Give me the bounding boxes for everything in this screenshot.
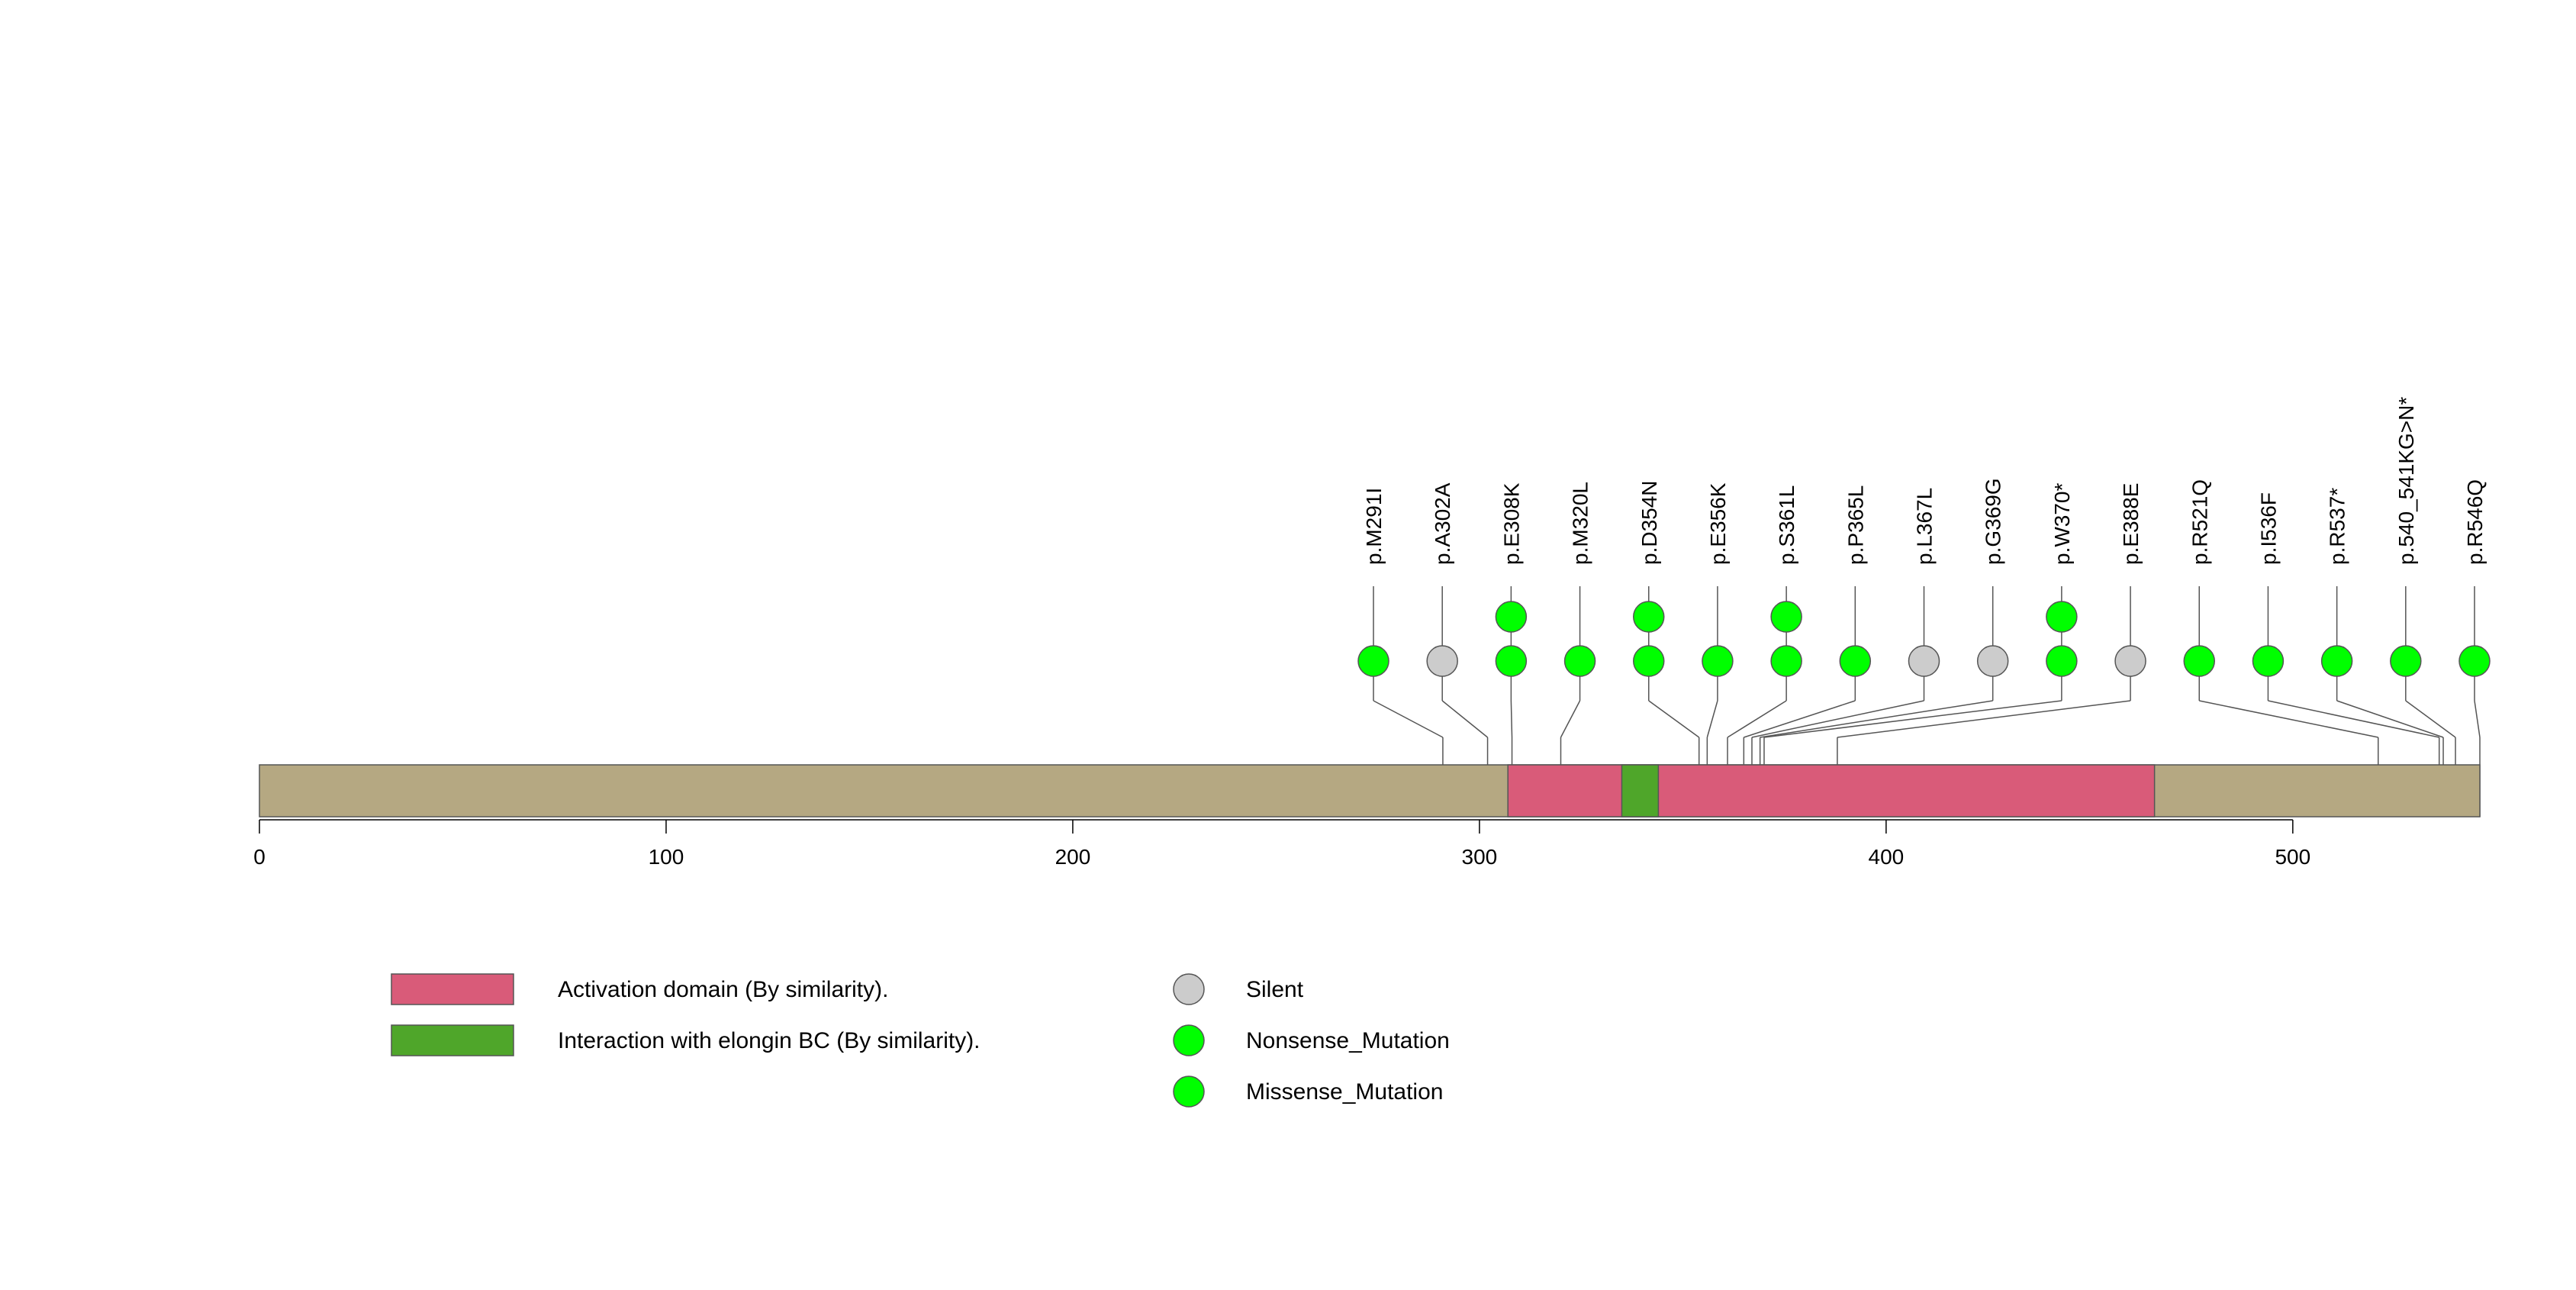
mutation-point-2-0 <box>1495 645 1528 677</box>
mutation-point-5-0 <box>1702 645 1734 677</box>
x-tick-label-2: 200 <box>1055 845 1091 869</box>
connector-diagonal-3 <box>1560 700 1581 738</box>
x-tick-label-1: 100 <box>649 845 684 869</box>
mutation-label-1: p.A302A <box>1431 482 1454 565</box>
legend-domain-label-1: Interaction with elongin BC (By similari… <box>558 1028 980 1053</box>
mutation-point-12-0 <box>2183 645 2215 677</box>
mutation-label-6: p.S361L <box>1775 485 1798 565</box>
mutation-label-13: p.I536F <box>2256 492 2280 565</box>
mutation-label-4: p.D354N <box>1637 480 1661 565</box>
protein-track <box>259 764 2481 818</box>
mutation-label-9: p.G369G <box>1982 478 2005 565</box>
mutation-label-0: p.M291I <box>1362 488 1386 565</box>
mutation-lollipops: p.M291I p.A302A p.E308K p.M320L p.D354N p.E35… <box>1357 397 2491 677</box>
mutation-point-10-0 <box>2046 645 2078 677</box>
mutation-point-7-0 <box>1839 645 1872 677</box>
mutation-label-2: p.E308K <box>1499 482 1523 565</box>
legend-mutation-label-0: Silent <box>1246 977 1304 1002</box>
mutation-point-13-0 <box>2252 645 2285 677</box>
legend-domain-swatch-1 <box>391 1024 514 1056</box>
mutation-point-3-0 <box>1563 645 1596 677</box>
mutation-point-9-0 <box>1976 645 2009 677</box>
connector-diagonal-7 <box>1744 700 1856 738</box>
connector-diagonal-11 <box>1837 700 2131 738</box>
x-tick-label-4: 400 <box>1869 845 1905 869</box>
legend-domain-label-0: Activation domain (By similarity). <box>558 977 888 1002</box>
mutation-point-2-1 <box>1495 601 1528 633</box>
legend-mutation-label-2: Missense_Mutation <box>1246 1079 1443 1105</box>
connector-diagonal-8 <box>1751 700 1924 738</box>
mutation-label-16: p.R546Q <box>2463 479 2487 565</box>
mutation-label-10: p.W370* <box>2050 483 2074 565</box>
mutation-point-6-1 <box>1770 601 1802 633</box>
mutation-label-3: p.M320L <box>1569 482 1592 565</box>
mutation-point-10-1 <box>2046 601 2078 633</box>
legend-mutation-marker-1 <box>1173 1024 1205 1056</box>
mutation-point-11-0 <box>2114 645 2146 677</box>
mutation-point-4-0 <box>1633 645 1665 677</box>
connector-diagonal-1 <box>1441 700 1489 738</box>
legend-mutation-label-1: Nonsense_Mutation <box>1246 1028 1450 1053</box>
mutation-point-15-0 <box>2390 645 2422 677</box>
connector-diagonal-2 <box>1510 700 1513 738</box>
mutation-label-12: p.R521Q <box>2188 479 2211 565</box>
connector-diagonal-0 <box>1373 700 1444 738</box>
mutation-point-1-0 <box>1426 645 1458 677</box>
legend-domain-swatch-0 <box>391 973 514 1005</box>
mutation-point-14-0 <box>2320 645 2353 677</box>
mutation-label-5: p.E356K <box>1706 482 1730 565</box>
mutation-label-11: p.E388E <box>2119 483 2143 565</box>
connector-diagonal-10 <box>1763 700 2062 738</box>
mutation-point-16-0 <box>2458 645 2491 677</box>
mutation-label-15: p.540_541KG>N* <box>2394 397 2418 565</box>
x-tick-label-5: 500 <box>2275 845 2310 869</box>
legend: Activation domain (By similarity). Intera… <box>391 973 1450 1108</box>
connector-diagonal-5 <box>1706 700 1718 738</box>
connector-diagonal-4 <box>1648 700 1700 738</box>
x-axis: 0 100 200 300 400 500 <box>253 819 2310 869</box>
connector-diagonal-12 <box>2199 700 2378 738</box>
connector-diagonal-14 <box>2336 700 2444 738</box>
legend-mutation-marker-0 <box>1173 973 1205 1005</box>
mutation-label-8: p.L367L <box>1913 488 1937 565</box>
connector-diagonal-13 <box>2268 700 2439 738</box>
x-tick-label-3: 300 <box>1462 845 1498 869</box>
legend-mutation-marker-2 <box>1173 1076 1205 1108</box>
mutation-point-6-0 <box>1770 645 1802 677</box>
mutation-label-7: p.P365L <box>1843 485 1867 565</box>
x-tick-label-0: 0 <box>253 845 266 869</box>
mutation-label-14: p.R537* <box>2326 488 2349 565</box>
domain-0 <box>1507 764 2156 818</box>
connector-diagonal-16 <box>2474 700 2481 738</box>
mutation-point-4-1 <box>1633 601 1665 633</box>
domain-1 <box>1621 764 1660 818</box>
connector-diagonal-15 <box>2405 700 2456 738</box>
connector-diagonal-6 <box>1727 700 1787 738</box>
mutation-point-0-0 <box>1357 645 1389 677</box>
connector-diagonal-9 <box>1760 700 1993 738</box>
mutation-point-8-0 <box>1908 645 1940 677</box>
